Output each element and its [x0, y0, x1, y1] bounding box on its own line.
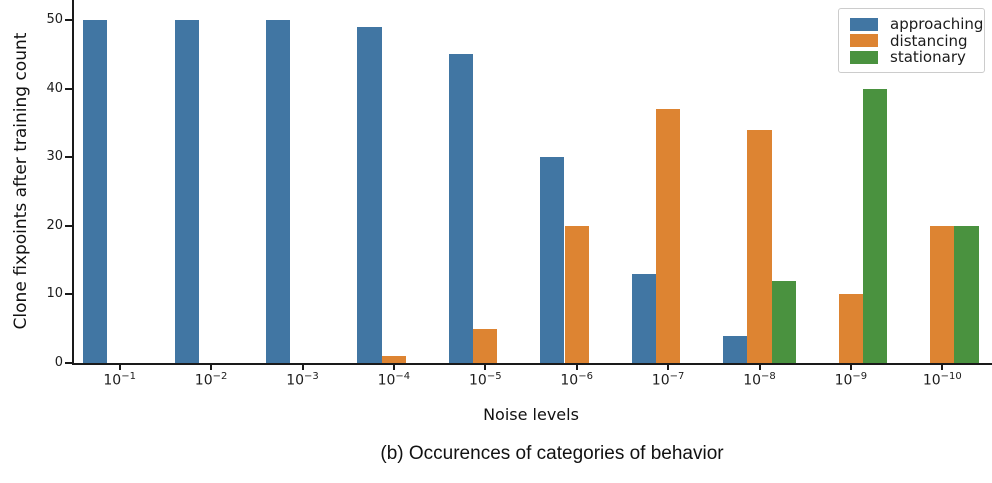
x-tick-label: 10−4 [377, 371, 411, 389]
legend-swatch-stationary-icon [850, 50, 878, 64]
x-tick-label: 10−10 [922, 371, 962, 389]
x-axis-spine [72, 363, 992, 365]
x-tick [392, 365, 395, 370]
y-tick-label: 0 [54, 355, 63, 370]
x-tick [667, 365, 670, 370]
y-tick-label: 20 [46, 217, 63, 233]
legend: approaching distancing stationary [838, 8, 985, 73]
y-tick [65, 362, 72, 364]
x-tick-label: 10−1 [103, 371, 136, 389]
legend-item-approaching: approaching [850, 17, 983, 32]
x-tick [210, 365, 213, 370]
x-tick [758, 365, 761, 370]
legend-swatch-distancing-icon [850, 34, 878, 47]
bar-approaching-10^−4 [357, 27, 382, 363]
legend-item-stationary: stationary [850, 48, 974, 66]
y-tick [65, 224, 72, 227]
bar-distancing-10^−7 [655, 109, 681, 363]
y-tick-label: 40 [46, 80, 63, 96]
y-tick-label: 30 [46, 149, 63, 165]
x-tick-label: 10−2 [194, 371, 228, 389]
bar-stationary-10^−8 [771, 280, 797, 363]
x-tick [941, 365, 944, 370]
y-tick [65, 87, 72, 90]
bar-distancing-10^−10 [930, 225, 955, 363]
y-tick [65, 293, 72, 296]
legend-swatch-approaching-icon [850, 17, 878, 31]
legend-item-distancing: distancing [850, 31, 974, 50]
legend-label-distancing: distancing [890, 31, 968, 50]
x-tick-label: 10−9 [834, 371, 868, 389]
bar-distancing-10^−5 [473, 328, 498, 363]
bar-stationary-10^−10 [954, 225, 979, 363]
x-tick-label: 10−7 [651, 371, 685, 389]
y-tick-label: 50 [46, 12, 63, 28]
bar-approaching-10^−7 [631, 273, 656, 363]
legend-label-approaching: approaching [890, 15, 984, 33]
bar-approaching-10^−1 [83, 20, 108, 363]
x-tick [849, 365, 852, 370]
y-axis-spine [72, 0, 74, 365]
bar-distancing-10^−9 [838, 294, 864, 363]
bar-approaching-10^−2 [174, 20, 199, 363]
x-tick [484, 365, 487, 370]
y-tick [65, 156, 72, 159]
x-tick-label: 10−3 [286, 371, 319, 389]
bar-stationary-10^−9 [863, 88, 888, 363]
figure-caption: (b) Occurences of categories of behavior [380, 443, 724, 464]
bar-approaching-10^−3 [265, 20, 291, 363]
legend-label-stationary: stationary [890, 48, 966, 66]
bar-approaching-10^−8 [722, 335, 748, 363]
x-tick [301, 365, 304, 370]
x-tick [118, 365, 121, 370]
x-tick-label: 10−6 [560, 371, 593, 389]
bar-approaching-10^−6 [540, 157, 565, 363]
bar-distancing-10^−8 [747, 129, 772, 363]
bar-distancing-10^−6 [564, 225, 589, 363]
y-tick [65, 19, 72, 22]
x-tick [575, 365, 578, 370]
bar-approaching-10^−5 [448, 54, 474, 363]
x-axis-label: Noise levels [483, 405, 579, 424]
x-tick-label: 10−5 [469, 371, 502, 389]
y-tick-label: 10 [46, 286, 63, 302]
x-tick-label: 10−8 [743, 371, 776, 389]
bar-distancing-10^−4 [381, 356, 407, 363]
y-axis-label: Clone fixpoints after training count [11, 32, 31, 330]
